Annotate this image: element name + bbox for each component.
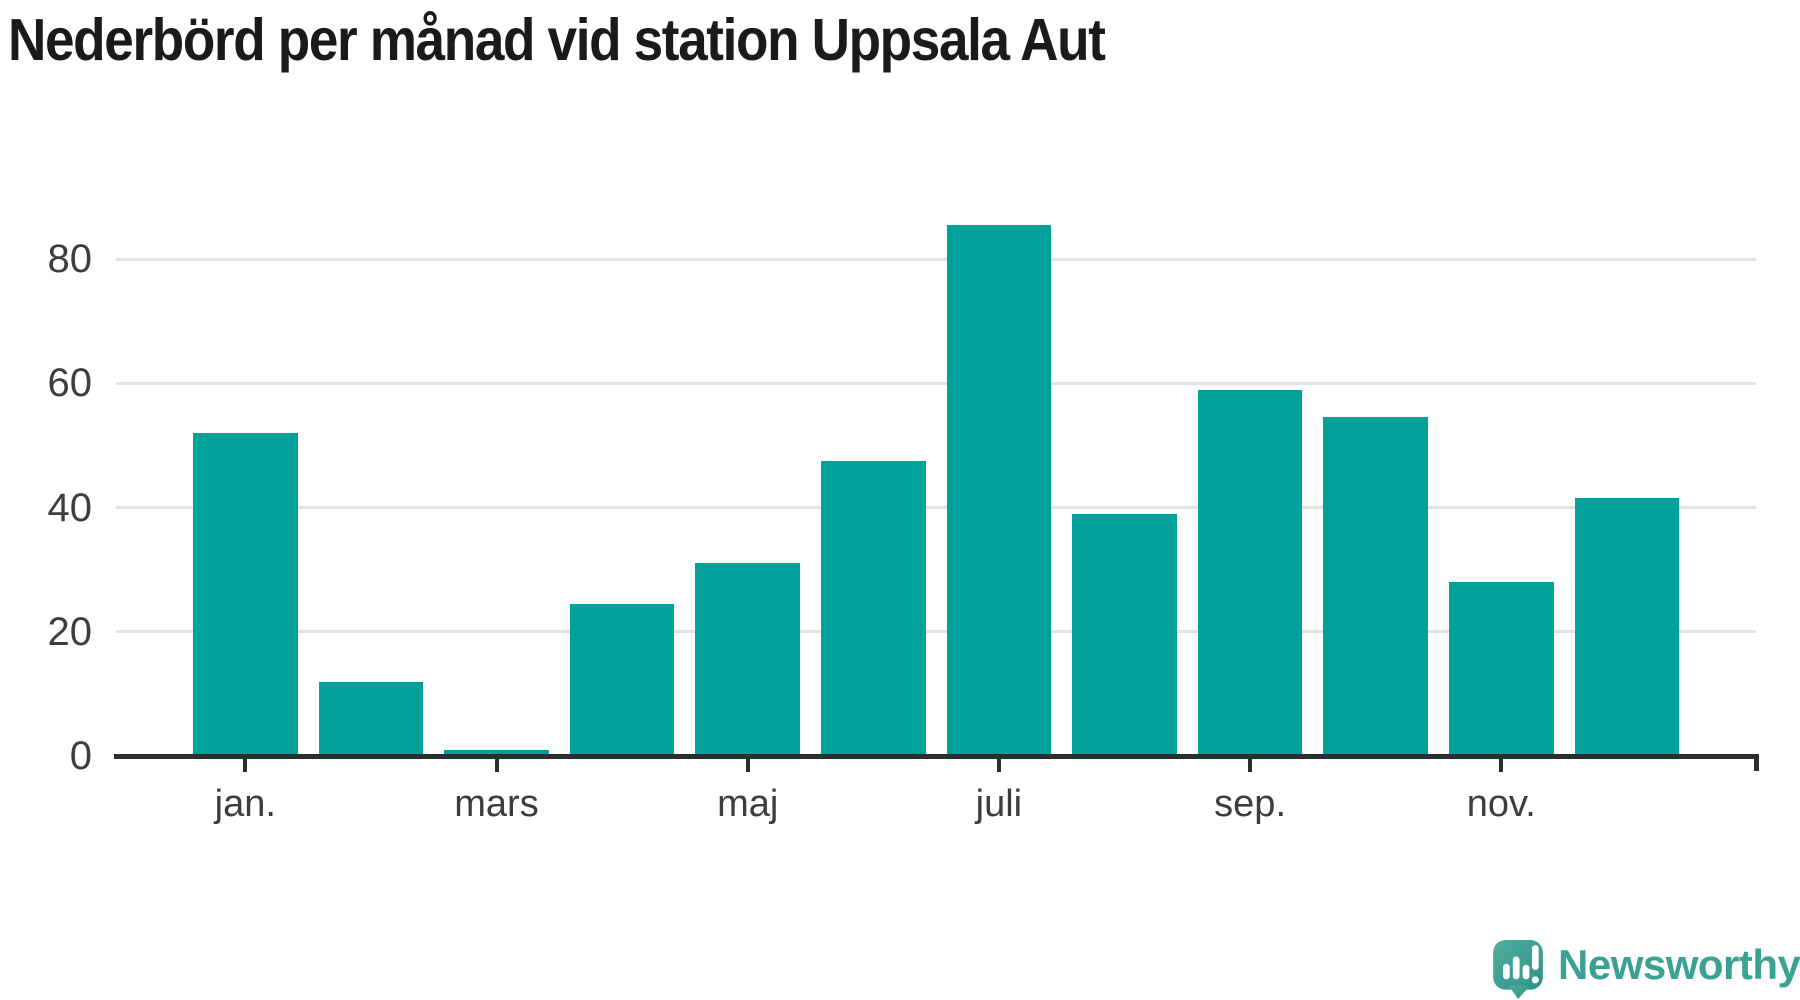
x-axis-tick-jan: [243, 756, 248, 772]
bar-juli: [946, 224, 1052, 756]
y-axis-tick-label-40: 40: [47, 485, 93, 530]
x-axis-tick-label-juli: juli: [975, 783, 1023, 825]
gridline-y-40: [116, 506, 1756, 509]
y-axis-tick-label-0: 0: [69, 734, 92, 778]
bar-feb: [318, 681, 424, 757]
page-title: Nederbörd per månad vid station Uppsala …: [8, 7, 1106, 73]
x-axis-baseline: [114, 754, 1758, 759]
gridline-y-80: [116, 257, 1756, 261]
bar-jan: [193, 432, 298, 756]
bar-dec: [1574, 498, 1680, 756]
bar-mars: [444, 749, 549, 756]
newsworthy-logo-text: Newsworthy: [1558, 941, 1800, 988]
y-axis-tick-label-20: 20: [47, 609, 93, 654]
x-axis-tick-label-nov: nov.: [1466, 783, 1536, 825]
x-axis-tick-juli: [996, 756, 1001, 772]
bar-apr: [569, 603, 675, 756]
x-axis-tick-maj: [745, 756, 750, 772]
gridline-y-20: [116, 630, 1756, 634]
x-axis-tick-sep: [1248, 756, 1253, 772]
y-axis-tick-label-60: 60: [47, 361, 93, 406]
x-axis-tick-nov: [1499, 756, 1504, 772]
bar-nov: [1449, 582, 1554, 756]
bar-okt: [1323, 417, 1428, 756]
y-axis-tick-label-80: 80: [47, 237, 93, 281]
gridline-y-60: [116, 381, 1756, 385]
bar-juni: [821, 460, 926, 756]
x-axis-end-cap: [1754, 754, 1759, 771]
x-axis-tick-label-jan: jan.: [214, 783, 276, 825]
bar-chart-speech-bubble-icon: [1493, 940, 1543, 999]
x-axis-tick-label-sep: sep.: [1214, 783, 1286, 825]
bar-maj: [695, 563, 800, 756]
x-axis-tick-label-maj: maj: [717, 783, 779, 825]
newsworthy-logo: Newsworthy: [1492, 938, 1800, 1000]
x-axis-tick-label-mars: mars: [454, 783, 539, 825]
bar-aug: [1072, 513, 1177, 756]
bar-sep: [1197, 389, 1303, 756]
x-axis-tick-mars: [494, 756, 499, 772]
